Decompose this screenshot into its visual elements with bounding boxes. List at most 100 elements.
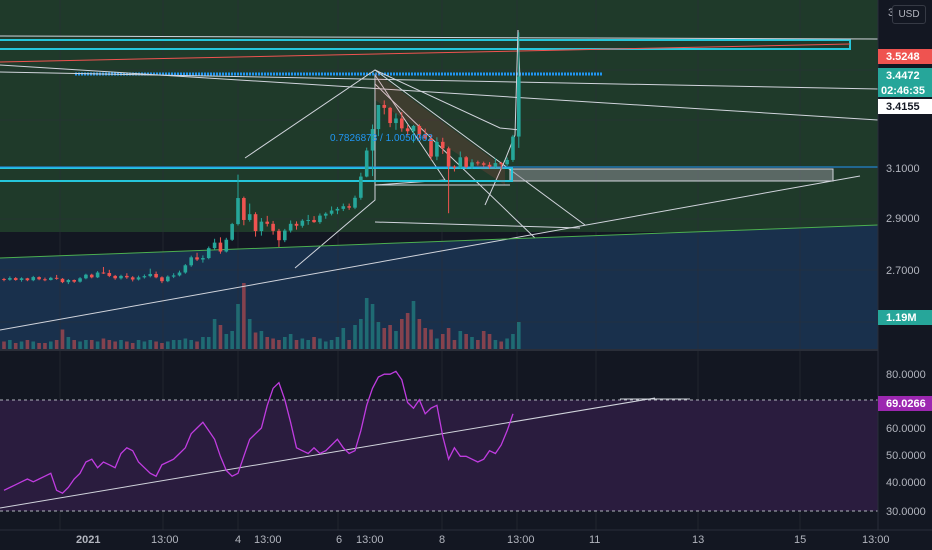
time-label-3: 4 (235, 534, 241, 546)
volume-bar (119, 340, 123, 349)
volume-bar (347, 340, 351, 349)
volume-bar (13, 343, 18, 349)
candle-body (66, 279, 71, 283)
badge-volume-bg (878, 310, 932, 325)
candle-body (130, 277, 135, 280)
volume-bar (446, 328, 451, 349)
volume-bar (125, 341, 129, 349)
volume-bar (411, 301, 416, 349)
flag-lower (374, 83, 536, 239)
rsi-trendline (0, 397, 656, 509)
candle-body (505, 159, 509, 165)
rsi-badge: 69.0266 (886, 398, 926, 410)
rsi-line (3, 370, 514, 494)
time-label-4: 13:00 (254, 534, 282, 546)
volume-bar (95, 341, 100, 349)
volume-bar (329, 340, 334, 349)
red-trendline (0, 43, 851, 63)
volume-bar (37, 343, 41, 349)
volume-bar (89, 340, 94, 349)
volume-bar (101, 338, 106, 349)
candle-body (353, 197, 357, 208)
candle-body (206, 248, 211, 259)
volume-bar (283, 337, 287, 349)
volume-bar (201, 337, 205, 349)
candle-body (201, 258, 205, 260)
candle-body (78, 278, 82, 282)
candle-body (160, 277, 164, 282)
volume-bar (470, 337, 474, 349)
volume-bar (253, 332, 258, 349)
currency-selector[interactable]: USD (892, 5, 926, 24)
candle-body (394, 118, 398, 124)
badge-teal: 3.4472 (886, 70, 920, 82)
white-line-b (0, 71, 879, 90)
flag-fill (375, 72, 505, 185)
volume-bar (107, 340, 112, 349)
volume-bar (499, 341, 504, 349)
volume-bar (142, 341, 147, 349)
candle-body (2, 279, 6, 281)
volume-bar (306, 340, 310, 349)
volume-bar (487, 334, 492, 349)
rsi-tick-5: 30.0000 (886, 506, 926, 518)
volume-bar (382, 328, 387, 349)
rsi-badge-bg (878, 396, 932, 411)
volume-bar (370, 304, 375, 349)
time-label-8: 13:00 (507, 534, 535, 546)
volume-bar (388, 325, 392, 349)
volume-bar (429, 329, 433, 349)
candle-body (341, 206, 346, 209)
time-axis: 2021 13:00 4 13:00 6 13:00 8 13:00 11 13… (0, 529, 932, 546)
candle-body (435, 141, 439, 157)
volume-bar (224, 334, 229, 349)
volume-bar (2, 341, 6, 349)
volume-bar (130, 343, 135, 349)
candle-body (189, 257, 193, 266)
rsi-tick-3: 50.0000 (886, 450, 926, 462)
volume-bar (511, 334, 515, 349)
candle-body (54, 277, 59, 279)
white-line-top (0, 35, 879, 40)
volume-bar (505, 338, 509, 349)
candle-body (364, 150, 369, 177)
candle-body (60, 278, 65, 283)
candle-body (253, 214, 258, 232)
price-tick-2: 2.9000 (886, 213, 920, 225)
fib-label: 0.7826873 / 1.0050962 (330, 133, 433, 144)
volume-bar (394, 331, 398, 349)
candle-body (423, 134, 427, 139)
volume-bar (376, 322, 381, 349)
white-line-a (0, 64, 879, 121)
volume-bar (54, 340, 59, 349)
volume-bar (154, 341, 158, 349)
volume-bar (84, 340, 88, 349)
volume-bar (341, 328, 346, 349)
rsi-pane (0, 370, 878, 512)
volume-bar (400, 319, 404, 349)
badge-volume: 1.19M (886, 312, 917, 324)
candle-body (382, 104, 387, 108)
candle-body (476, 162, 480, 164)
volume-bar (195, 341, 199, 349)
candle-body (265, 221, 270, 224)
volume-bar (177, 340, 182, 349)
candle-body (142, 276, 147, 278)
volume-bar (265, 337, 270, 349)
time-label-11: 15 (794, 534, 806, 546)
candle-body (236, 198, 240, 225)
volume-bar (323, 341, 328, 349)
candle-body (347, 206, 351, 208)
candle-body (49, 277, 53, 280)
rsi-axis: 80.0000 60.0000 50.0000 40.0000 30.0000 … (878, 369, 932, 518)
candle-body (148, 273, 153, 277)
candle-body (107, 273, 112, 276)
candle-body (481, 163, 486, 165)
badge-timer: 02:46:35 (881, 85, 925, 97)
volume-bar (364, 298, 369, 349)
badge-white-bg (878, 99, 932, 114)
volume-bar (189, 340, 193, 349)
volume-bar (160, 343, 164, 349)
time-label-9: 11 (589, 534, 600, 546)
